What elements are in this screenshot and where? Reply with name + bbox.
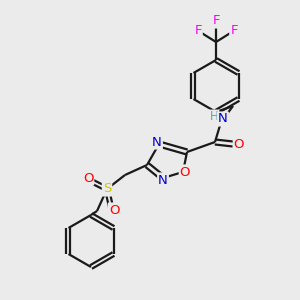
Text: O: O: [109, 203, 119, 217]
Text: O: O: [83, 172, 93, 184]
Text: N: N: [158, 173, 168, 187]
Text: H: H: [210, 110, 218, 124]
Text: F: F: [230, 23, 238, 37]
Text: F: F: [212, 14, 220, 28]
Text: F: F: [194, 23, 202, 37]
Text: N: N: [152, 136, 162, 148]
Text: S: S: [103, 182, 111, 196]
Text: N: N: [218, 112, 228, 125]
Text: O: O: [180, 166, 190, 178]
Text: O: O: [234, 137, 244, 151]
